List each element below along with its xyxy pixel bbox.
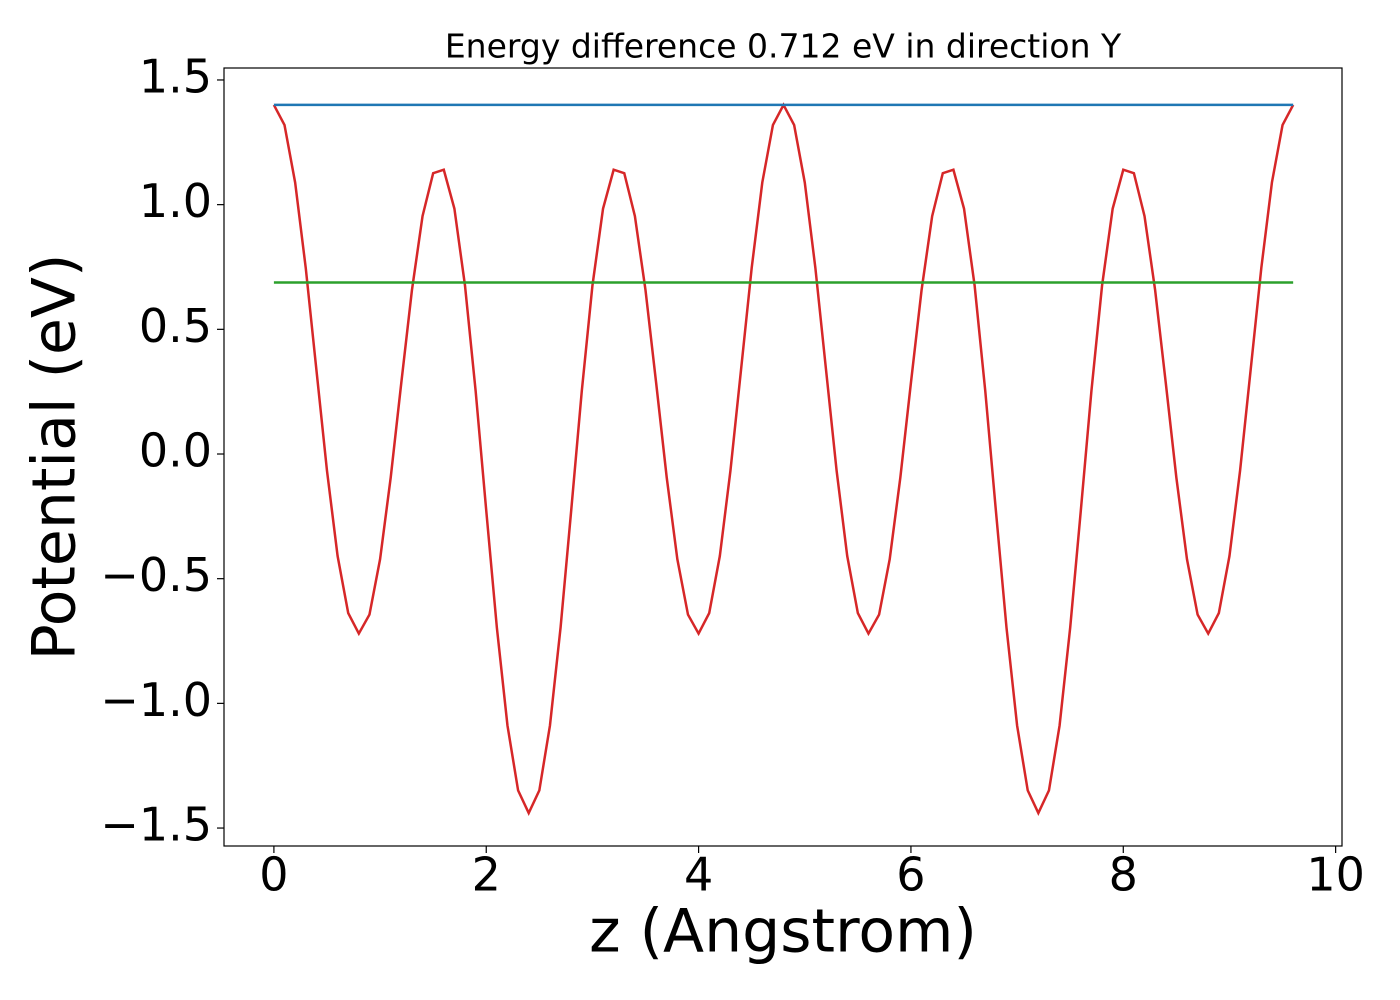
x-tick-label: 2 (472, 848, 501, 902)
x-axis-label: z (Angstrom) (589, 897, 977, 967)
y-tick-label: −1.5 (100, 798, 212, 852)
y-tick-label: 1.0 (139, 174, 212, 228)
y-tick-label: 0.5 (139, 299, 212, 353)
y-tick-label: −1.0 (100, 673, 212, 727)
chart-title: Energy difference 0.712 eV in direction … (445, 27, 1122, 66)
x-tick-label: 8 (1109, 848, 1138, 902)
x-tick-label: 0 (259, 848, 288, 902)
y-tick-label: 1.5 (139, 49, 212, 103)
plot-frame (223, 67, 1343, 847)
series-line (272, 102, 1295, 817)
x-tick-label: 10 (1306, 848, 1365, 902)
x-tick-label: 4 (684, 848, 713, 902)
y-tick-label: 0.0 (139, 424, 212, 478)
y-tick-label: −0.5 (100, 548, 212, 602)
x-tick-label: 6 (896, 848, 925, 902)
y-axis-label: Potential (eV) (20, 254, 90, 661)
